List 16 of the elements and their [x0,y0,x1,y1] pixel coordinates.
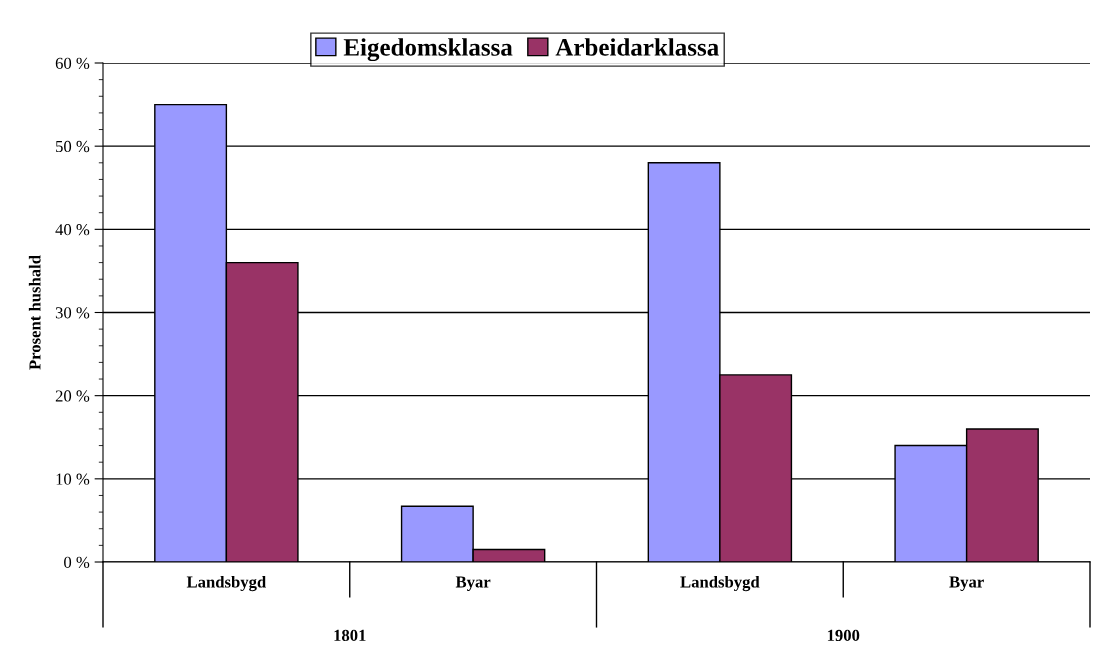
x-tick-label: Byar [455,576,491,591]
y-tick-label: 60 % [55,57,90,69]
legend-label: Arbeidarklassa [555,38,719,56]
y-tick-label: 30 % [55,307,90,319]
y-tick-label: 10 % [56,473,90,485]
x-tick-label: Byar [949,576,984,591]
y-axis-title: Prosent hushald [28,255,41,370]
legend-label: Eigedomsklassa [343,38,513,62]
y-tick-label: 0 % [64,556,90,568]
text: 1801 [334,629,366,642]
y-tick-label: 20 % [55,390,90,402]
x-tick-label: Landsbygd [680,575,760,592]
y-tick-label: 50 % [56,140,90,153]
y-tick-label: 40 % [55,224,90,236]
text: 1900 [827,629,860,642]
x-tick-label: Landsbygd [186,575,267,592]
